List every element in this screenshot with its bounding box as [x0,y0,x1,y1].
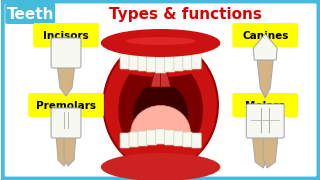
Polygon shape [151,67,161,87]
Polygon shape [57,64,75,96]
FancyBboxPatch shape [246,104,284,138]
FancyBboxPatch shape [183,132,192,147]
FancyBboxPatch shape [164,56,175,72]
Text: Canines: Canines [242,31,288,41]
FancyBboxPatch shape [51,108,81,138]
FancyBboxPatch shape [156,57,166,73]
Ellipse shape [133,82,188,147]
FancyBboxPatch shape [51,38,81,68]
Polygon shape [56,134,68,166]
Text: Molars: Molars [245,101,285,111]
Ellipse shape [120,57,202,77]
Polygon shape [64,134,76,166]
FancyBboxPatch shape [164,130,175,145]
Text: Premolars: Premolars [36,101,96,111]
FancyBboxPatch shape [129,132,139,147]
FancyBboxPatch shape [138,131,148,146]
FancyBboxPatch shape [192,53,201,69]
FancyBboxPatch shape [2,1,319,179]
FancyBboxPatch shape [147,130,157,145]
FancyBboxPatch shape [232,23,298,47]
FancyBboxPatch shape [5,2,55,24]
Ellipse shape [118,57,203,163]
FancyBboxPatch shape [138,55,148,71]
Polygon shape [252,134,267,168]
FancyBboxPatch shape [156,129,166,144]
FancyBboxPatch shape [174,131,183,146]
FancyBboxPatch shape [120,133,130,148]
FancyBboxPatch shape [232,93,298,117]
Ellipse shape [131,105,190,161]
Ellipse shape [103,40,218,170]
Polygon shape [257,60,273,98]
FancyBboxPatch shape [28,93,104,117]
Polygon shape [263,134,278,168]
Polygon shape [161,67,171,87]
Ellipse shape [101,29,220,57]
FancyBboxPatch shape [147,56,157,72]
FancyBboxPatch shape [174,55,183,71]
Ellipse shape [101,153,220,180]
FancyBboxPatch shape [120,53,130,69]
Polygon shape [253,34,277,60]
Text: Teeth: Teeth [6,6,54,21]
FancyBboxPatch shape [33,23,99,47]
FancyBboxPatch shape [192,133,201,148]
Ellipse shape [126,37,196,45]
FancyBboxPatch shape [129,54,139,70]
Ellipse shape [120,141,202,159]
Text: Incisors: Incisors [43,31,89,41]
FancyBboxPatch shape [183,54,192,70]
Text: Types & functions: Types & functions [109,6,262,21]
